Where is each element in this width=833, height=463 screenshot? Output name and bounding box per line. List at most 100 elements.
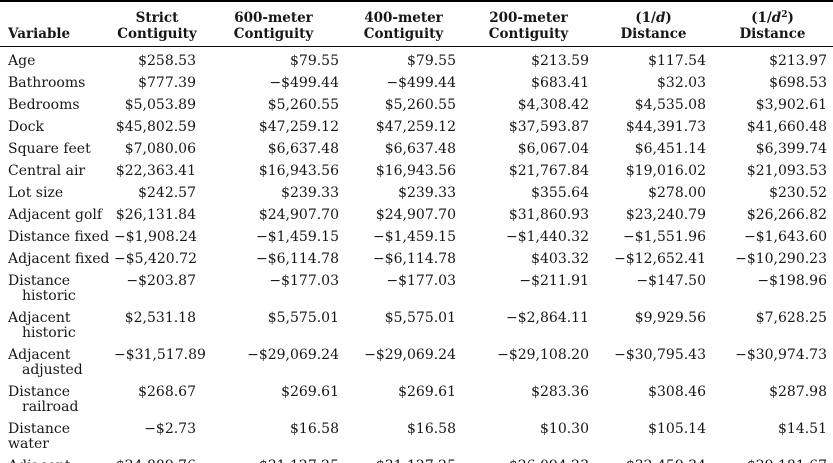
row-label-line1: Distance water bbox=[8, 421, 71, 452]
table-row-square-feet: Square feet $7,080.06 $6,637.48 $6,637.4… bbox=[0, 139, 833, 161]
row-label: Adjacent adjusted bbox=[0, 345, 112, 382]
cell-value: $777.39 bbox=[138, 75, 196, 91]
row-label: Distance historic bbox=[0, 271, 112, 308]
cell-value: $37,593.87 bbox=[508, 119, 589, 135]
cell-value: $283.36 bbox=[531, 384, 589, 400]
row-label-line2: historic bbox=[22, 325, 76, 341]
cell-value: $268.67 bbox=[138, 384, 196, 400]
table-body: Age $258.53 $79.55 $79.55 $213.59 $117.5… bbox=[0, 47, 833, 463]
row-label-line1: Lot size bbox=[8, 185, 64, 201]
cell-value: $5,260.55 bbox=[267, 97, 339, 113]
math-superscript: 2 bbox=[781, 10, 788, 20]
cell-value: $9,929.56 bbox=[634, 310, 706, 326]
cell-value: −$31,517.89 bbox=[114, 347, 206, 363]
cell-value: $24,907.70 bbox=[258, 207, 339, 223]
row-label-line1: Adjacent bbox=[8, 347, 71, 363]
row-label-line2: historic bbox=[22, 288, 76, 304]
cell-value: −$6,114.78 bbox=[373, 251, 456, 267]
cell-value: $6,451.14 bbox=[634, 141, 706, 157]
table-row-distance-railroad: Distance railroad $268.67 $269.61 $269.61… bbox=[0, 382, 833, 419]
cell-value: $24,907.70 bbox=[375, 207, 456, 223]
cell-value: $2,531.18 bbox=[124, 310, 196, 326]
cell-value: $22,363.41 bbox=[115, 163, 196, 179]
row-label: Adjacent historic bbox=[0, 308, 112, 345]
table-row-central-air: Central air $22,363.41 $16,943.56 $16,94… bbox=[0, 161, 833, 183]
cell-value: $6,067.04 bbox=[517, 141, 589, 157]
cell-value: $26,266.82 bbox=[746, 207, 827, 223]
row-label: Adjacent golf bbox=[0, 205, 112, 227]
row-label: Distance fixed bbox=[0, 227, 112, 249]
row-label: Central air bbox=[0, 161, 112, 183]
header-line1: 200-meter bbox=[489, 10, 568, 26]
row-label: Dock bbox=[0, 117, 112, 139]
cell-value: −$1,459.15 bbox=[373, 229, 456, 245]
cell-value: $269.61 bbox=[398, 384, 456, 400]
header-line1: (1/d2) bbox=[714, 7, 831, 26]
table-row-adjacent-adjusted: Adjacent adjusted −$31,517.89 −$29,069.24… bbox=[0, 345, 833, 382]
cell-value: $7,628.25 bbox=[755, 310, 827, 326]
header-line2: Distance bbox=[739, 26, 806, 42]
col-header-600-meter-contiguity: 600-meter Contiguity bbox=[202, 1, 345, 47]
header-line1: 600-meter bbox=[234, 10, 313, 26]
cell-value: −$12,652.41 bbox=[614, 251, 706, 267]
cell-value: $105.14 bbox=[648, 421, 706, 437]
cell-value: −$5,420.72 bbox=[114, 251, 197, 267]
row-label: Lot size bbox=[0, 183, 112, 205]
cell-value: $31,127.25 bbox=[202, 456, 345, 463]
cell-value: $213.59 bbox=[531, 53, 589, 69]
col-header-200-meter-contiguity: 200-meter Contiguity bbox=[462, 1, 595, 47]
row-label-line1: Adjacent fixed bbox=[8, 251, 110, 267]
col-header-inverse-distance-squared: (1/d2) Distance bbox=[712, 1, 833, 47]
cell-value: $239.33 bbox=[398, 185, 456, 201]
cell-value: $26,131.84 bbox=[115, 207, 196, 223]
row-label-line1: Distance bbox=[8, 273, 71, 289]
cell-value: $79.55 bbox=[290, 53, 339, 69]
cell-value: −$203.87 bbox=[126, 273, 196, 289]
table-row-bedrooms: Bedrooms $5,053.89 $5,260.55 $5,260.55 $… bbox=[0, 95, 833, 117]
cell-value: $23,240.79 bbox=[625, 207, 706, 223]
cell-value: −$499.44 bbox=[386, 75, 456, 91]
cell-value: $24,889.76 bbox=[112, 456, 202, 463]
cell-value: −$1,551.96 bbox=[623, 229, 706, 245]
math-post: ) bbox=[665, 10, 672, 26]
cell-value: $3,902.61 bbox=[755, 97, 827, 113]
row-label-line1: Bedrooms bbox=[8, 97, 80, 113]
header-line2: Contiguity bbox=[233, 26, 314, 42]
row-label-line1: Bathrooms bbox=[8, 75, 86, 91]
cell-value: $31,860.93 bbox=[508, 207, 589, 223]
cell-value: −$1,908.24 bbox=[114, 229, 197, 245]
row-label-line1: Adjacent golf bbox=[8, 207, 103, 223]
row-label: Adjacent water bbox=[0, 456, 112, 463]
cell-value: $16.58 bbox=[290, 421, 339, 437]
cell-value: $239.33 bbox=[281, 185, 339, 201]
math-var: d bbox=[655, 10, 666, 26]
cell-value: $19,016.02 bbox=[625, 163, 706, 179]
cell-value: −$147.50 bbox=[636, 273, 706, 289]
cell-value: $5,575.01 bbox=[267, 310, 339, 326]
cell-value: $287.98 bbox=[769, 384, 827, 400]
table-row-age: Age $258.53 $79.55 $79.55 $213.59 $117.5… bbox=[0, 47, 833, 74]
row-label-line1: Distance fixed bbox=[8, 229, 109, 245]
cell-value: $29,181.67 bbox=[712, 456, 833, 463]
cell-value: $41,660.48 bbox=[746, 119, 827, 135]
cell-value: $269.61 bbox=[281, 384, 339, 400]
header-line2: Distance bbox=[620, 26, 687, 42]
cell-value: $32.03 bbox=[657, 75, 706, 91]
cell-value: $213.97 bbox=[769, 53, 827, 69]
cell-value: $4,535.08 bbox=[634, 97, 706, 113]
cell-value: −$30,795.43 bbox=[614, 347, 706, 363]
col-header-variable: Variable bbox=[0, 1, 112, 47]
cell-value: $21,093.53 bbox=[746, 163, 827, 179]
header-line1: Variable bbox=[8, 26, 71, 42]
cell-value: $355.64 bbox=[531, 185, 589, 201]
row-label: Bathrooms bbox=[0, 73, 112, 95]
cell-value: −$10,290.23 bbox=[735, 251, 827, 267]
cell-value: −$177.03 bbox=[386, 273, 456, 289]
cell-value: $308.46 bbox=[648, 384, 706, 400]
row-label: Square feet bbox=[0, 139, 112, 161]
cell-value: −$1,643.60 bbox=[744, 229, 827, 245]
cell-value: $31,127.25 bbox=[345, 456, 462, 463]
cell-value: −$2.73 bbox=[144, 421, 196, 437]
